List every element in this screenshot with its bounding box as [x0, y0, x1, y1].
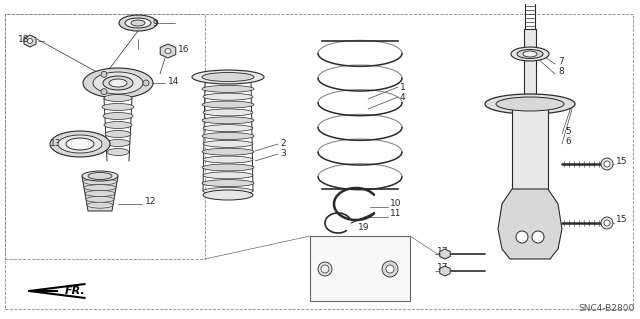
Text: 8: 8: [558, 66, 564, 76]
Circle shape: [601, 158, 613, 170]
Text: 2: 2: [280, 139, 285, 149]
Ellipse shape: [202, 180, 254, 187]
Ellipse shape: [103, 76, 133, 90]
Ellipse shape: [87, 202, 113, 208]
Ellipse shape: [83, 68, 153, 98]
Circle shape: [601, 217, 613, 229]
Ellipse shape: [203, 109, 253, 116]
Ellipse shape: [106, 139, 130, 146]
Text: FR.: FR.: [65, 286, 86, 296]
Ellipse shape: [109, 79, 127, 87]
Ellipse shape: [131, 20, 145, 26]
Ellipse shape: [83, 179, 117, 185]
Ellipse shape: [125, 18, 151, 28]
Circle shape: [516, 231, 528, 243]
Ellipse shape: [105, 130, 131, 137]
Bar: [524, 29, 536, 104]
Ellipse shape: [66, 138, 94, 150]
Ellipse shape: [102, 103, 134, 110]
Circle shape: [441, 267, 449, 275]
Ellipse shape: [119, 15, 157, 31]
Circle shape: [382, 261, 398, 277]
Text: 10: 10: [390, 199, 401, 209]
Ellipse shape: [86, 196, 114, 202]
Text: SNC4-B2800: SNC4-B2800: [579, 304, 635, 313]
Circle shape: [101, 89, 107, 95]
Circle shape: [604, 161, 610, 167]
Bar: [5, 14, 205, 259]
Ellipse shape: [202, 132, 254, 139]
Circle shape: [604, 220, 610, 226]
Text: 7: 7: [558, 56, 564, 65]
Polygon shape: [498, 189, 562, 259]
Text: 11: 11: [390, 210, 401, 219]
Text: 12: 12: [145, 197, 156, 205]
Ellipse shape: [58, 135, 102, 153]
Text: 18: 18: [18, 34, 29, 43]
Ellipse shape: [203, 172, 253, 179]
Text: 17: 17: [437, 247, 449, 256]
Ellipse shape: [88, 173, 112, 180]
Polygon shape: [24, 35, 36, 47]
Polygon shape: [440, 266, 450, 276]
Ellipse shape: [203, 190, 253, 200]
Ellipse shape: [202, 72, 254, 81]
Ellipse shape: [202, 117, 254, 124]
Bar: [512, 104, 548, 194]
Ellipse shape: [202, 101, 254, 108]
Text: 14: 14: [168, 77, 179, 85]
Ellipse shape: [85, 190, 115, 197]
Ellipse shape: [192, 70, 264, 84]
Ellipse shape: [511, 47, 549, 61]
Ellipse shape: [50, 131, 110, 157]
Circle shape: [321, 265, 329, 273]
Ellipse shape: [203, 93, 253, 100]
Ellipse shape: [202, 164, 254, 171]
Ellipse shape: [82, 171, 118, 181]
Ellipse shape: [517, 49, 543, 58]
Circle shape: [386, 265, 394, 273]
Ellipse shape: [202, 148, 254, 155]
Polygon shape: [82, 176, 118, 211]
Text: 1: 1: [400, 83, 406, 92]
Ellipse shape: [165, 48, 171, 54]
Text: 4: 4: [400, 93, 406, 101]
Circle shape: [532, 231, 544, 243]
Ellipse shape: [104, 94, 132, 101]
Ellipse shape: [203, 156, 253, 163]
Text: 5: 5: [565, 127, 571, 136]
Text: 15: 15: [616, 216, 627, 225]
Ellipse shape: [485, 94, 575, 114]
Ellipse shape: [496, 97, 564, 111]
Circle shape: [28, 39, 33, 43]
Ellipse shape: [203, 140, 253, 147]
Ellipse shape: [104, 122, 132, 129]
Ellipse shape: [84, 185, 116, 191]
Text: 15: 15: [616, 157, 627, 166]
Ellipse shape: [103, 113, 133, 120]
Polygon shape: [440, 249, 450, 259]
Ellipse shape: [202, 85, 254, 93]
Ellipse shape: [93, 72, 143, 94]
Ellipse shape: [107, 149, 129, 155]
Text: 19: 19: [358, 222, 369, 232]
Circle shape: [318, 262, 332, 276]
Bar: [310, 236, 410, 301]
Ellipse shape: [523, 51, 537, 57]
Text: 6: 6: [565, 137, 571, 145]
Ellipse shape: [203, 125, 253, 132]
Text: 17: 17: [437, 263, 449, 272]
Text: 9: 9: [152, 19, 157, 27]
Circle shape: [441, 250, 449, 258]
Text: 3: 3: [280, 150, 285, 159]
Polygon shape: [160, 44, 176, 58]
Circle shape: [143, 80, 149, 86]
Text: 13: 13: [50, 139, 61, 149]
Circle shape: [101, 71, 107, 77]
Text: 16: 16: [178, 44, 189, 54]
Ellipse shape: [203, 188, 253, 195]
